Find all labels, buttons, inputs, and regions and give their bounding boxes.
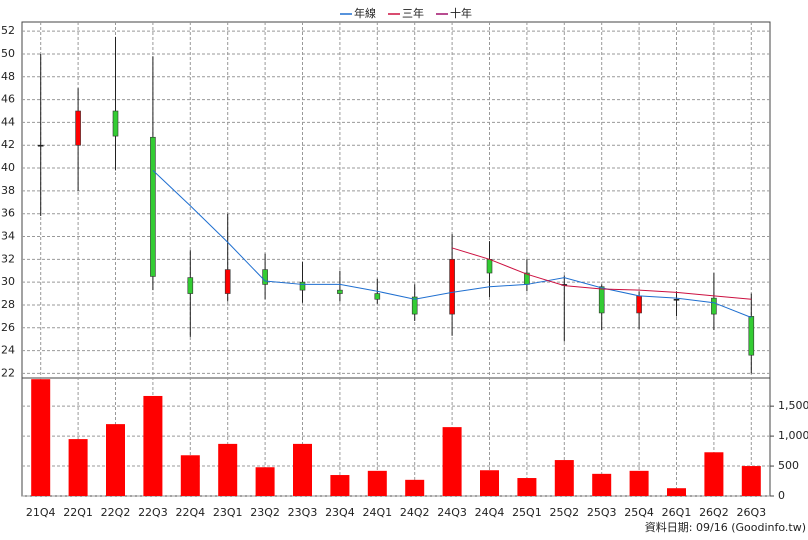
x-tick-label: 21Q4	[26, 506, 56, 519]
volume-bar	[255, 467, 275, 496]
volume-bar	[517, 478, 537, 496]
volume-bar	[367, 470, 387, 496]
volume-bar	[480, 470, 499, 496]
candle-body	[37, 144, 44, 147]
x-tick-label: 24Q3	[437, 506, 467, 519]
y-tick-label: 40	[1, 161, 15, 174]
x-tick-label: 24Q1	[362, 506, 392, 519]
candle-body	[486, 259, 493, 274]
x-tick-label: 24Q4	[475, 506, 505, 519]
legend-label: 十年	[450, 6, 472, 20]
candle-body	[224, 269, 231, 294]
y-tick-label: 44	[1, 115, 15, 128]
x-tick-label: 22Q3	[138, 506, 168, 519]
candle-body	[449, 259, 455, 315]
candle-body	[337, 289, 343, 294]
x-tick-label: 24Q2	[400, 506, 430, 519]
x-tick-label: 26Q1	[662, 506, 692, 519]
candle-body	[262, 269, 268, 285]
volume-bar	[180, 455, 200, 496]
candle-body	[75, 110, 81, 146]
volume-bar	[68, 439, 88, 496]
volume-bar	[218, 443, 238, 496]
candle-body	[374, 293, 381, 300]
candle-body	[411, 296, 418, 315]
candle-body	[711, 297, 717, 315]
candle-body	[112, 110, 119, 137]
y-tick-label: 48	[1, 70, 15, 83]
ma-line	[152, 169, 752, 318]
y-tick-label: 24	[1, 344, 15, 357]
x-tick-label: 23Q3	[288, 506, 318, 519]
volume-bar	[106, 424, 125, 496]
volume-bar	[143, 395, 163, 496]
volume-bar	[442, 427, 462, 496]
y-tick-label: 30	[1, 275, 15, 288]
volume-bar	[554, 460, 574, 496]
x-tick-label: 23Q4	[325, 506, 355, 519]
x-tick-label: 25Q1	[512, 506, 542, 519]
x-tick-label: 26Q3	[736, 506, 766, 519]
candle-body	[636, 295, 642, 314]
footer: 資料日期: 09/16 (Goodinfo.tw)	[645, 520, 806, 534]
candle-body	[598, 286, 605, 314]
volume-bar	[293, 443, 312, 496]
x-tick-label: 25Q2	[549, 506, 579, 519]
y-tick-label: 26	[1, 321, 15, 334]
x-tick-label: 22Q4	[175, 506, 205, 519]
x-tick-label: 25Q3	[587, 506, 617, 519]
y2-tick-label: 1,500	[778, 399, 808, 412]
y-tick-label: 46	[1, 93, 15, 106]
volume-bar	[704, 452, 724, 496]
x-tick-label: 26Q2	[699, 506, 729, 519]
legend-label: 三年	[402, 6, 424, 20]
y-tick-label: 22	[1, 366, 15, 379]
x-tick-label: 23Q1	[213, 506, 243, 519]
candle-body	[673, 298, 680, 301]
y-tick-label: 50	[1, 47, 15, 60]
candle-body	[299, 281, 306, 291]
volume-bar	[629, 470, 649, 496]
y-tick-label: 32	[1, 252, 15, 265]
x-tick-label: 22Q1	[63, 506, 93, 519]
y-tick-label: 42	[1, 138, 15, 151]
y-tick-label: 52	[1, 24, 15, 37]
volume-bar	[592, 473, 612, 496]
y2-tick-label: 0	[778, 489, 785, 502]
y-tick-label: 34	[1, 230, 15, 243]
legend-label: 年線	[354, 6, 376, 20]
x-tick-label: 23Q2	[250, 506, 280, 519]
y-tick-label: 38	[1, 184, 15, 197]
ma-line	[451, 247, 752, 300]
y-tick-label: 28	[1, 298, 15, 311]
volume-bar	[667, 488, 686, 496]
y2-tick-label: 1,000	[778, 429, 808, 442]
y-tick-label: 36	[1, 207, 15, 220]
volume-bar	[330, 475, 350, 496]
volume-bar	[31, 379, 51, 496]
y2-tick-label: 500	[778, 459, 799, 472]
volume-bar	[405, 479, 425, 496]
volume-bar	[741, 466, 761, 496]
candle-body	[748, 316, 755, 356]
candle-body	[187, 277, 194, 294]
x-tick-label: 22Q2	[101, 506, 131, 519]
x-tick-label: 25Q4	[624, 506, 654, 519]
candle-body	[150, 136, 156, 277]
